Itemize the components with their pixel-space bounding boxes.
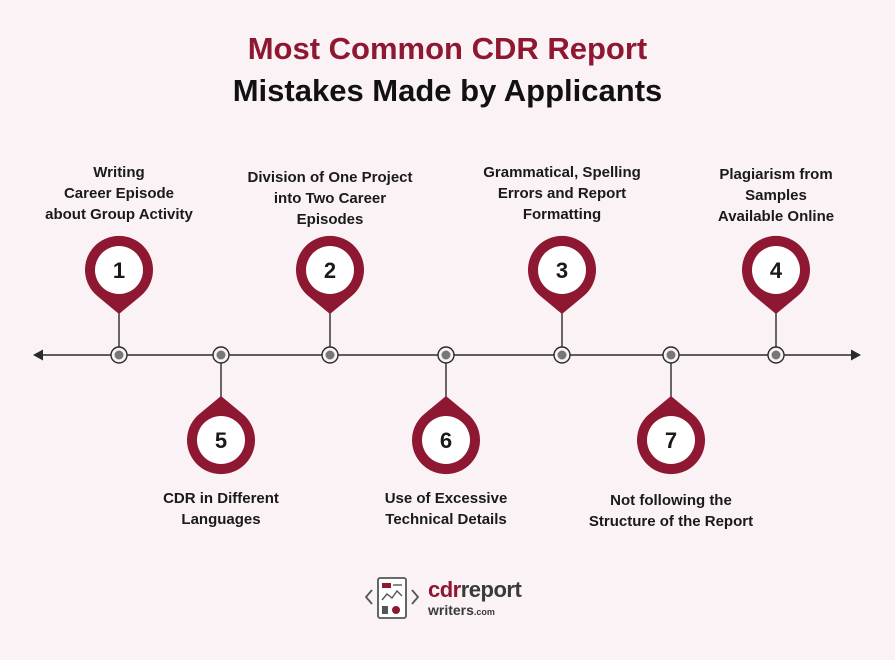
step-label-line: CDR in Different — [163, 490, 279, 507]
step-label-line: Formatting — [522, 206, 602, 223]
step-label-line: about Group Activity — [45, 206, 193, 223]
pin-inner-circle — [95, 246, 143, 294]
timeline-arrow-right — [851, 349, 861, 361]
timeline-node-dot — [114, 350, 124, 360]
step-label-line: Technical Details — [385, 511, 507, 528]
step-label-1: Writing Career Episode about Group Activit… — [14, 162, 224, 225]
step-label-4: Plagiarism from Samples Available Online — [671, 164, 881, 227]
step-pin-4: 4 — [741, 235, 810, 364]
timeline-arrow-left — [33, 349, 43, 361]
logo-wordmark: cdrreport — [428, 577, 522, 602]
timeline-node-dot — [325, 350, 335, 360]
step-pin-1: 1 — [84, 235, 153, 364]
step-label-line: Episodes — [296, 211, 364, 228]
step-label-line: Not following the — [610, 492, 732, 509]
step-pin-5: 5 — [187, 346, 255, 475]
document-chart-icon — [364, 577, 420, 619]
step-label-line: Grammatical, Spelling — [483, 164, 641, 181]
step-label-7: Not following the Structure of the Report — [566, 490, 776, 532]
step-pin-3: 3 — [527, 235, 596, 364]
step-number: 6 — [440, 428, 452, 453]
step-label-line: Use of Excessive — [384, 490, 508, 507]
step-number: 3 — [556, 258, 568, 283]
timeline-node-dot — [557, 350, 567, 360]
timeline-node-dot — [441, 350, 451, 360]
step-number: 5 — [215, 428, 227, 453]
pin-inner-circle — [538, 246, 586, 294]
step-label-line: Languages — [181, 511, 261, 528]
pin-inner-circle — [197, 416, 245, 464]
step-label-line: Available Online — [717, 208, 835, 225]
step-label-line: Samples — [745, 187, 807, 204]
step-label-line: Plagiarism from — [719, 166, 833, 183]
pin-inner-circle — [306, 246, 354, 294]
step-pin-6: 6 — [412, 346, 480, 475]
step-number: 1 — [113, 258, 125, 283]
logo-subtitle: writers.com — [428, 602, 495, 618]
pin-inner-circle — [422, 416, 470, 464]
step-number: 7 — [665, 428, 677, 453]
step-label-line: into Two Career — [273, 190, 387, 207]
step-pin-7: 7 — [637, 346, 705, 475]
step-label-3: Grammatical, Spelling Errors and Report Fo… — [457, 162, 667, 225]
step-label-line: Writing — [93, 164, 145, 181]
pin-inner-circle — [752, 246, 800, 294]
title-line-1: Most Common CDR Report — [247, 31, 648, 66]
step-label-6: Use of Excessive Technical Details — [341, 488, 551, 530]
timeline-node-dot — [216, 350, 226, 360]
step-pin-2: 2 — [296, 235, 364, 364]
timeline-node-dot — [666, 350, 676, 360]
step-number: 2 — [324, 258, 336, 283]
title-line-2: Mistakes Made by Applicants — [232, 73, 663, 108]
step-label-line: Structure of the Report — [588, 513, 754, 530]
step-number: 4 — [770, 258, 783, 283]
pin-inner-circle — [647, 416, 695, 464]
timeline-node-dot — [771, 350, 781, 360]
step-label-line: Errors and Report — [497, 185, 627, 202]
step-label-line: Division of One Project — [247, 169, 413, 186]
step-label-5: CDR in Different Languages — [116, 488, 326, 530]
step-label-2: Division of One Project into Two Career Ep… — [225, 167, 435, 230]
step-label-line: Career Episode — [63, 185, 175, 202]
brand-logo: cdrreport writers.com — [362, 572, 552, 628]
